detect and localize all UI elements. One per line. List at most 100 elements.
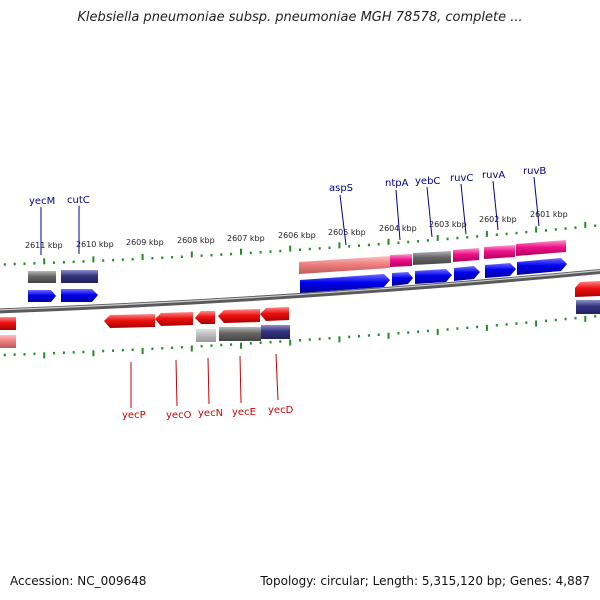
cds-arrow-ntpA[interactable] <box>392 272 413 286</box>
minor-tick <box>554 318 557 322</box>
cds-arrow-cutC[interactable] <box>61 289 98 302</box>
feature-bar-cutC[interactable] <box>61 270 98 283</box>
minor-tick <box>53 351 55 355</box>
minor-tick <box>377 243 380 246</box>
minor-tick <box>594 315 597 318</box>
cds-arrow-ruvA[interactable] <box>485 263 516 278</box>
minor-tick <box>367 334 370 337</box>
feature-bar-left-edge[interactable] <box>0 335 16 348</box>
major-tick <box>190 251 193 258</box>
minor-tick <box>23 262 26 265</box>
tick-label-2608: 2608 kbp <box>177 236 215 245</box>
feature-bar-ntpA[interactable] <box>390 254 412 267</box>
tick-label-2604: 2604 kbp <box>379 224 417 233</box>
minor-tick <box>33 352 36 356</box>
minor-tick <box>3 263 6 266</box>
minor-tick <box>574 316 577 320</box>
minor-tick <box>259 341 262 344</box>
feature-bar-ruvB[interactable] <box>516 240 566 256</box>
minor-tick <box>348 245 351 248</box>
major-tick <box>485 324 488 331</box>
minor-tick <box>299 339 301 342</box>
feature-bar-aspS[interactable] <box>299 256 390 274</box>
major-tick <box>338 242 341 249</box>
minor-tick <box>220 343 223 347</box>
minor-tick <box>112 258 115 262</box>
minor-tick <box>3 353 6 357</box>
gene-label-cutC[interactable]: cutC <box>67 195 90 206</box>
gene-label-ruvA[interactable]: ruvA <box>482 170 505 181</box>
gene-label-yebC[interactable]: yebC <box>415 176 440 187</box>
minor-tick <box>318 337 321 341</box>
cds-arrow-yecE[interactable] <box>218 309 260 323</box>
cds-arrow-yecM[interactable] <box>28 290 56 302</box>
gene-label-yecD[interactable]: yecD <box>268 405 294 416</box>
minor-tick <box>515 322 518 325</box>
minor-tick <box>13 353 16 356</box>
tick-labels: 2611 kbp 2610 kbp 2609 kbp 2608 kbp 2607… <box>25 210 568 250</box>
feature-bar-yecD[interactable] <box>261 325 290 339</box>
minor-tick <box>308 338 311 341</box>
cds-arrow-yebC[interactable] <box>415 269 452 284</box>
minor-tick <box>407 331 410 334</box>
major-tick <box>92 256 95 263</box>
minor-tick <box>446 328 449 331</box>
minor-tick <box>279 340 282 343</box>
gene-label-ntpA[interactable]: ntpA <box>385 178 409 189</box>
minor-tick <box>564 227 567 230</box>
cds-arrow-ruvB[interactable] <box>517 258 567 275</box>
minor-tick <box>180 346 183 349</box>
minor-tick <box>121 258 124 261</box>
minor-tick <box>456 236 459 240</box>
cds-arrow-left-edge[interactable] <box>0 317 16 330</box>
minor-tick <box>249 251 252 255</box>
gene-label-aspS[interactable]: aspS <box>329 183 353 194</box>
cds-arrow-yecD[interactable] <box>260 307 289 321</box>
minor-tick <box>33 262 36 265</box>
gene-label-yecM[interactable]: yecM <box>29 196 55 207</box>
cds-arrow-yecO[interactable] <box>155 312 193 326</box>
gene-label-yecP[interactable]: yecP <box>122 410 146 421</box>
major-tick <box>436 234 439 241</box>
cds-arrow-aspS[interactable] <box>300 274 390 293</box>
feature-bar-yecE[interactable] <box>219 327 261 341</box>
gene-label-yecO[interactable]: yecO <box>166 410 192 421</box>
cds-arrow-right-edge[interactable] <box>575 281 600 297</box>
tick-label-2609: 2609 kbp <box>126 238 164 247</box>
minor-tick <box>417 240 420 243</box>
cds-arrow-ruvC[interactable] <box>454 266 480 281</box>
major-tick <box>338 336 341 343</box>
minor-tick <box>348 335 351 339</box>
gene-label-ruvB[interactable]: ruvB <box>523 166 546 177</box>
tick-label-2606: 2606 kbp <box>278 231 316 240</box>
feature-bar-ruvC[interactable] <box>453 248 479 262</box>
cds-arrow-yecP[interactable] <box>104 314 155 328</box>
gene-label-ruvC[interactable]: ruvC <box>450 173 473 184</box>
cds-arrow-yecN[interactable] <box>195 311 215 324</box>
map-title: Klebsiella pneumoniae subsp. pneumoniae … <box>77 10 523 25</box>
feature-bar-ruvA[interactable] <box>484 245 515 259</box>
major-tick <box>387 238 390 245</box>
feature-bar-right-edge[interactable] <box>576 300 600 314</box>
genome-backbone-highlight <box>0 269 600 311</box>
major-tick <box>387 332 390 339</box>
feature-bar-yecN[interactable] <box>196 329 216 342</box>
feature-bar-yebC[interactable] <box>413 251 451 265</box>
minor-tick <box>62 261 65 264</box>
minor-tick <box>525 321 528 324</box>
feature-bar-yecM[interactable] <box>28 271 56 283</box>
minor-tick <box>407 240 410 244</box>
gene-label-yecE[interactable]: yecE <box>232 407 256 418</box>
major-tick <box>584 221 587 228</box>
minor-tick <box>72 260 75 264</box>
minor-tick <box>151 347 154 350</box>
forward-gene-labels: yecM cutC aspS ntpA yebC ruvC ruvA ruvB <box>29 166 546 255</box>
minor-tick <box>495 233 498 236</box>
minor-tick <box>426 239 429 242</box>
minor-tick <box>397 241 400 244</box>
minor-tick <box>180 255 183 258</box>
minor-tick <box>358 334 360 338</box>
minor-tick <box>161 256 164 259</box>
minor-tick <box>456 327 459 330</box>
gene-label-yecN[interactable]: yecN <box>198 408 223 419</box>
